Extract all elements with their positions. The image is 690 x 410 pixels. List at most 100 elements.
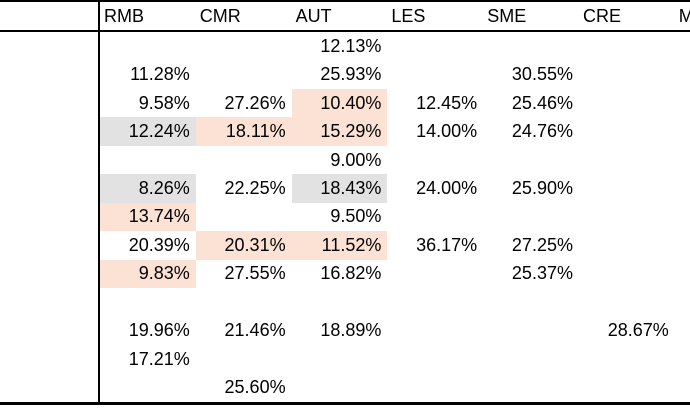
cell-sme-r2[interactable]: 30.55% bbox=[511, 64, 573, 85]
cell-m-r7[interactable] bbox=[675, 203, 690, 231]
cell-sme-r11[interactable] bbox=[483, 317, 579, 345]
cell-aut-r3[interactable]: 10.40% bbox=[291, 88, 388, 118]
cell-cmr-r9[interactable]: 27.55% bbox=[224, 263, 286, 284]
cell-aut-r2[interactable]: 25.93% bbox=[320, 64, 382, 85]
cell-les-r5[interactable] bbox=[387, 146, 483, 174]
cell-sme-r8[interactable]: 27.25% bbox=[511, 234, 573, 255]
cell-cmr-r2[interactable] bbox=[196, 60, 292, 88]
cell-cre-r11[interactable]: 28.67% bbox=[607, 320, 669, 341]
cell-cmr-r4[interactable]: 18.11% bbox=[195, 117, 292, 146]
cell-aut-r5[interactable]: 9.00% bbox=[330, 149, 382, 170]
cell-aut-r6[interactable]: 18.43% bbox=[291, 174, 388, 203]
cell-rmb-r1[interactable] bbox=[100, 32, 196, 60]
corner-cell[interactable] bbox=[0, 2, 100, 30]
cell-m-r11[interactable] bbox=[675, 317, 690, 345]
cell-cmr-r11[interactable]: 21.46% bbox=[224, 320, 286, 341]
cell-rmb-r3[interactable]: 9.58% bbox=[138, 92, 190, 113]
cell-les-r13[interactable] bbox=[387, 373, 483, 401]
col-header-cre[interactable]: CRE bbox=[582, 5, 621, 26]
cell-les-r2[interactable] bbox=[387, 60, 483, 88]
cell-m-r9[interactable] bbox=[675, 260, 690, 288]
cell-cmr-r13[interactable]: 25.60% bbox=[224, 377, 286, 398]
cell-les-r4[interactable]: 14.00% bbox=[416, 121, 478, 142]
row-label-cell[interactable] bbox=[0, 344, 100, 374]
cell-rmb-r9[interactable]: 9.83% bbox=[100, 259, 196, 289]
cell-cre-r6[interactable] bbox=[579, 174, 675, 202]
cell-cre-r13[interactable] bbox=[579, 373, 675, 401]
cell-rmb-r8[interactable]: 20.39% bbox=[128, 234, 190, 255]
row-label-cell[interactable] bbox=[0, 288, 100, 317]
cell-aut-r7[interactable]: 9.50% bbox=[330, 206, 382, 227]
row-label-cell[interactable] bbox=[0, 316, 100, 345]
cell-rmb-r13[interactable] bbox=[100, 373, 196, 401]
cell-cre-r12[interactable] bbox=[579, 345, 675, 373]
cell-rmb-r4[interactable]: 12.24% bbox=[100, 117, 196, 146]
cell-les-r1[interactable] bbox=[387, 32, 483, 60]
cell-sme-r13[interactable] bbox=[483, 373, 579, 401]
cell-cmr-r3[interactable]: 27.26% bbox=[224, 92, 286, 113]
cell-les-r3[interactable]: 12.45% bbox=[416, 92, 478, 113]
cell-aut-r11[interactable]: 18.89% bbox=[320, 320, 382, 341]
cell-rmb-r2[interactable]: 11.28% bbox=[130, 64, 190, 85]
cell-rmb-r6[interactable]: 8.26% bbox=[100, 174, 196, 203]
cell-rmb-r5[interactable] bbox=[100, 146, 196, 174]
cell-cmr-r7[interactable] bbox=[196, 203, 292, 231]
cell-les-r11[interactable] bbox=[387, 317, 483, 345]
cell-rmb-r10[interactable] bbox=[100, 288, 196, 316]
cell-aut-r9[interactable]: 16.82% bbox=[320, 263, 382, 284]
cell-les-r12[interactable] bbox=[387, 345, 483, 373]
cell-m-r2[interactable] bbox=[675, 60, 690, 88]
row-label-cell[interactable] bbox=[0, 231, 100, 260]
row-label-cell[interactable] bbox=[0, 174, 100, 203]
cell-cmr-r5[interactable] bbox=[196, 146, 292, 174]
col-header-cmr[interactable]: CMR bbox=[199, 5, 241, 26]
cell-aut-r8[interactable]: 11.52% bbox=[291, 231, 388, 260]
cell-cre-r3[interactable] bbox=[579, 89, 675, 117]
cell-cmr-r12[interactable] bbox=[196, 345, 292, 373]
cell-les-r9[interactable] bbox=[387, 260, 483, 288]
cell-m-r5[interactable] bbox=[675, 146, 690, 174]
cell-sme-r3[interactable]: 25.46% bbox=[511, 92, 573, 113]
cell-aut-r10[interactable] bbox=[292, 288, 388, 316]
cell-m-r6[interactable] bbox=[675, 174, 690, 202]
cell-cre-r1[interactable] bbox=[579, 32, 675, 60]
cell-sme-r12[interactable] bbox=[483, 345, 579, 373]
cell-sme-r5[interactable] bbox=[483, 146, 579, 174]
cell-cmr-r6[interactable]: 22.25% bbox=[224, 177, 286, 198]
cell-m-r3[interactable] bbox=[675, 89, 690, 117]
cell-cre-r8[interactable] bbox=[579, 231, 675, 259]
cell-cre-r9[interactable] bbox=[579, 260, 675, 288]
col-header-sme[interactable]: SME bbox=[487, 5, 527, 26]
cell-rmb-r12[interactable]: 17.21% bbox=[128, 348, 190, 369]
cell-sme-r7[interactable] bbox=[483, 203, 579, 231]
cell-cre-r10[interactable] bbox=[579, 288, 675, 316]
cell-les-r6[interactable]: 24.00% bbox=[416, 177, 478, 198]
cell-les-r8[interactable]: 36.17% bbox=[416, 234, 478, 255]
cell-cre-r5[interactable] bbox=[579, 146, 675, 174]
col-header-rmb[interactable]: RMB bbox=[104, 5, 144, 26]
cell-m-r1[interactable] bbox=[675, 32, 690, 60]
row-label-cell[interactable] bbox=[0, 373, 100, 402]
cell-m-r12[interactable] bbox=[675, 345, 690, 373]
cell-cmr-r10[interactable] bbox=[196, 288, 292, 316]
cell-rmb-r11[interactable]: 19.96% bbox=[128, 320, 190, 341]
cell-sme-r6[interactable]: 25.90% bbox=[511, 177, 573, 198]
col-header-aut[interactable]: AUT bbox=[295, 5, 332, 26]
cell-les-r7[interactable] bbox=[387, 203, 483, 231]
cell-m-r10[interactable] bbox=[675, 288, 690, 316]
col-header-m[interactable]: M bbox=[678, 5, 690, 26]
row-label-cell[interactable] bbox=[0, 259, 100, 289]
row-label-cell[interactable] bbox=[0, 117, 100, 146]
cell-m-r13[interactable] bbox=[675, 373, 690, 401]
row-label-cell[interactable] bbox=[0, 32, 100, 61]
cell-aut-r13[interactable] bbox=[292, 373, 388, 401]
cell-aut-r1[interactable]: 12.13% bbox=[320, 35, 382, 56]
cell-sme-r4[interactable]: 24.76% bbox=[511, 121, 573, 142]
cell-m-r8[interactable] bbox=[675, 231, 690, 259]
cell-cre-r4[interactable] bbox=[579, 117, 675, 145]
cell-cre-r2[interactable] bbox=[579, 60, 675, 88]
cell-cmr-r1[interactable] bbox=[196, 32, 292, 60]
row-label-cell[interactable] bbox=[0, 88, 100, 118]
cell-les-r10[interactable] bbox=[387, 288, 483, 316]
col-header-les[interactable]: LES bbox=[391, 5, 426, 26]
